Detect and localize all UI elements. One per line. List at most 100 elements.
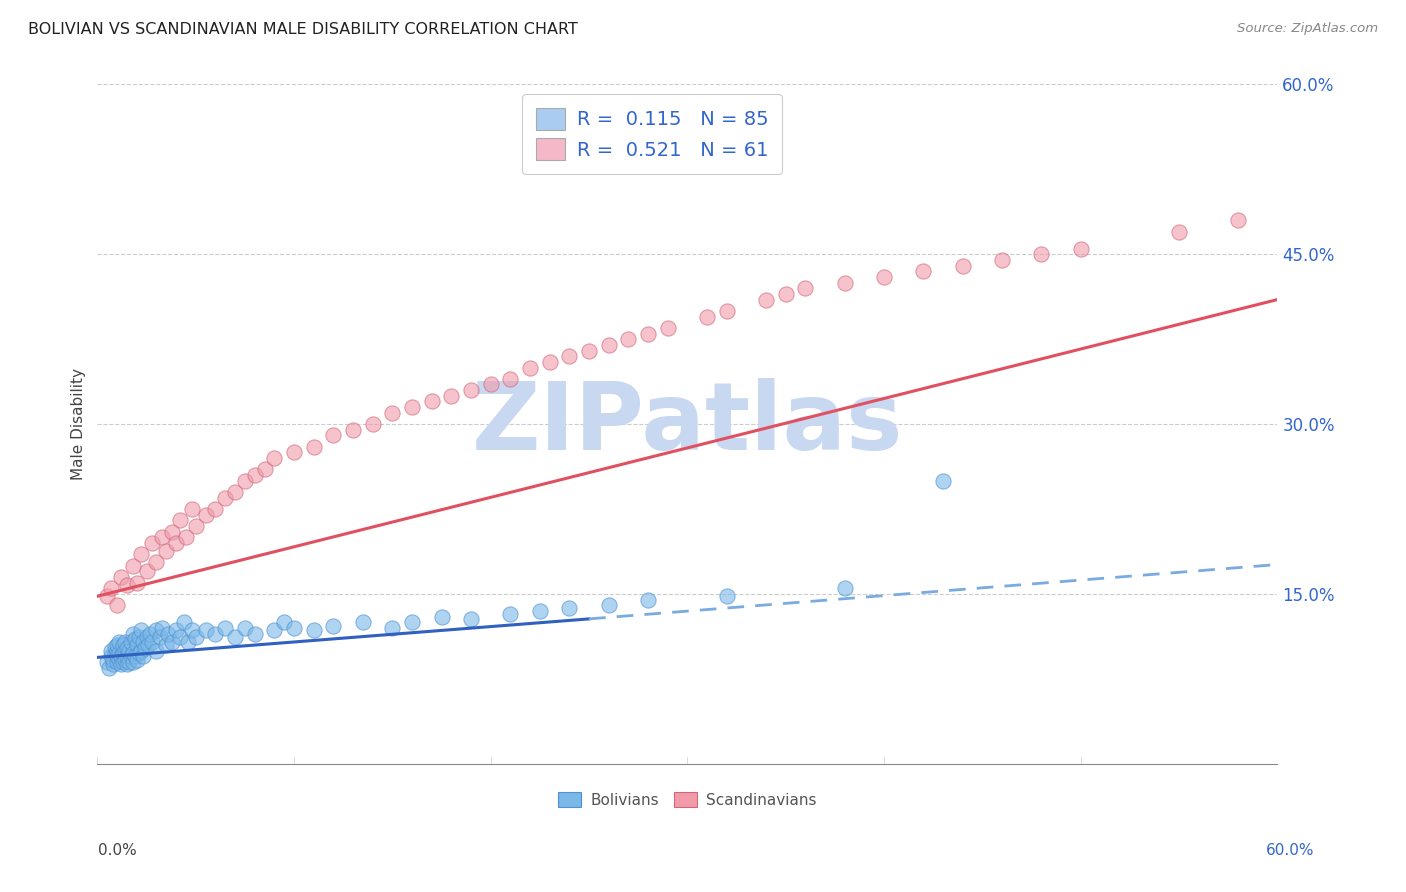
Point — [430, 609, 453, 624]
Point — [165, 624, 187, 638]
Point — [111, 638, 134, 652]
Point — [180, 624, 202, 638]
Point — [460, 383, 482, 397]
Point — [873, 269, 896, 284]
Point — [169, 630, 191, 644]
Point — [283, 445, 305, 459]
Point — [302, 624, 325, 638]
Point — [381, 406, 404, 420]
Point — [263, 451, 285, 466]
Point — [499, 607, 522, 622]
Point — [121, 646, 143, 660]
Text: 60.0%: 60.0% — [1267, 843, 1315, 858]
Point — [114, 653, 136, 667]
Point — [100, 649, 122, 664]
Point — [155, 638, 177, 652]
Point — [538, 355, 561, 369]
Point — [100, 582, 122, 596]
Point — [322, 618, 344, 632]
Point — [115, 657, 138, 672]
Point — [98, 660, 121, 674]
Point — [169, 513, 191, 527]
Point — [932, 474, 955, 488]
Point — [361, 417, 384, 431]
Point — [120, 649, 142, 664]
Point — [101, 653, 124, 667]
Point — [834, 582, 856, 596]
Point — [125, 653, 148, 667]
Point — [111, 655, 134, 669]
Y-axis label: Male Disability: Male Disability — [72, 368, 86, 480]
Point — [139, 626, 162, 640]
Point — [263, 624, 285, 638]
Point — [302, 440, 325, 454]
Point — [108, 646, 131, 660]
Point — [120, 634, 142, 648]
Point — [128, 630, 150, 644]
Point — [529, 604, 551, 618]
Point — [243, 626, 266, 640]
Point — [101, 657, 124, 672]
Point — [598, 599, 620, 613]
Point — [716, 589, 738, 603]
Point — [108, 634, 131, 648]
Point — [184, 519, 207, 533]
Point — [124, 632, 146, 647]
Point — [100, 643, 122, 657]
Point — [173, 615, 195, 630]
Point — [128, 646, 150, 660]
Point — [214, 491, 236, 505]
Point — [243, 468, 266, 483]
Point — [121, 558, 143, 573]
Point — [118, 655, 141, 669]
Point — [233, 621, 256, 635]
Point — [558, 349, 581, 363]
Point — [145, 643, 167, 657]
Point — [108, 653, 131, 667]
Point — [657, 321, 679, 335]
Point — [991, 252, 1014, 267]
Point — [637, 592, 659, 607]
Point — [224, 630, 246, 644]
Point — [253, 462, 276, 476]
Point — [110, 570, 132, 584]
Point — [115, 649, 138, 664]
Point — [204, 502, 226, 516]
Point — [224, 485, 246, 500]
Point — [273, 615, 295, 630]
Point — [381, 621, 404, 635]
Point — [141, 634, 163, 648]
Point — [114, 634, 136, 648]
Point — [499, 372, 522, 386]
Point — [401, 615, 423, 630]
Point — [342, 423, 364, 437]
Point — [912, 264, 935, 278]
Point — [135, 630, 157, 644]
Point — [194, 624, 217, 638]
Point — [105, 643, 128, 657]
Point — [104, 640, 127, 655]
Point — [716, 304, 738, 318]
Point — [160, 524, 183, 539]
Point — [110, 657, 132, 672]
Point — [105, 599, 128, 613]
Point — [1031, 247, 1053, 261]
Point — [138, 638, 160, 652]
Point — [135, 565, 157, 579]
Point — [125, 575, 148, 590]
Point — [124, 649, 146, 664]
Point — [141, 536, 163, 550]
Point — [96, 589, 118, 603]
Point — [1070, 242, 1092, 256]
Point — [194, 508, 217, 522]
Point — [160, 634, 183, 648]
Point — [794, 281, 817, 295]
Text: 0.0%: 0.0% — [98, 843, 138, 858]
Point — [155, 544, 177, 558]
Point — [952, 259, 974, 273]
Point — [121, 655, 143, 669]
Point — [115, 641, 138, 656]
Point — [149, 630, 172, 644]
Text: ZIPatlas: ZIPatlas — [471, 378, 903, 470]
Point — [233, 474, 256, 488]
